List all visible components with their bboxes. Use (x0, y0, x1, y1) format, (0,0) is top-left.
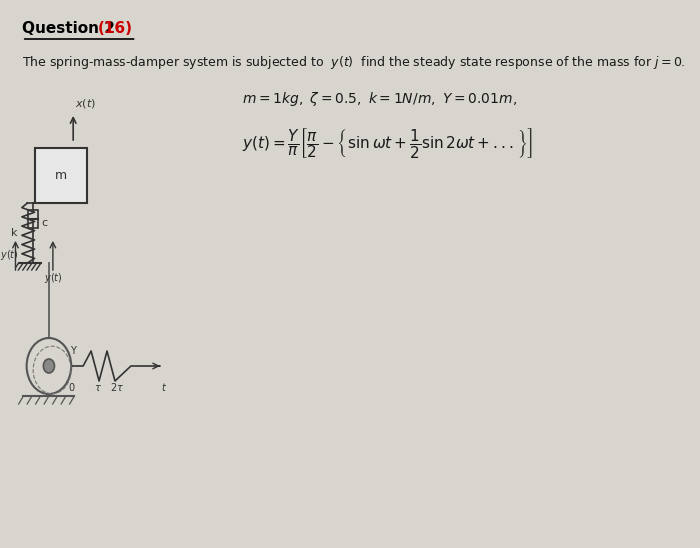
Text: m: m (55, 169, 67, 182)
Bar (28, 210, 38, 228)
Text: $\tau$: $\tau$ (94, 383, 102, 393)
Text: $2\tau$: $2\tau$ (111, 381, 125, 393)
Text: $m = 1kg,\ \zeta = 0.5,\ k = 1N/m,\ Y = 0.01m,$: $m = 1kg,\ \zeta = 0.5,\ k = 1N/m,\ Y = … (242, 90, 517, 108)
Circle shape (43, 359, 55, 373)
Text: $y(t) = \dfrac{Y}{\pi}\left[\dfrac{\pi}{2} - \left\{\sin \omega t + \dfrac{1}{2}: $y(t) = \dfrac{Y}{\pi}\left[\dfrac{\pi}{… (242, 126, 533, 160)
Text: $t$: $t$ (161, 381, 167, 393)
Text: Question 2: Question 2 (22, 21, 115, 36)
FancyBboxPatch shape (36, 148, 87, 203)
Text: $y(t)$: $y(t)$ (43, 271, 62, 285)
Text: Y: Y (69, 346, 76, 356)
Text: $y(t)$: $y(t)$ (0, 248, 18, 262)
Text: c: c (41, 218, 47, 228)
Text: The spring-mass-damper system is subjected to  $y(t)$  find the steady state res: The spring-mass-damper system is subject… (22, 54, 685, 71)
Text: 0: 0 (68, 383, 74, 393)
Text: (16): (16) (97, 21, 132, 36)
Text: $x(t)$: $x(t)$ (75, 96, 96, 110)
Text: k: k (10, 228, 17, 238)
